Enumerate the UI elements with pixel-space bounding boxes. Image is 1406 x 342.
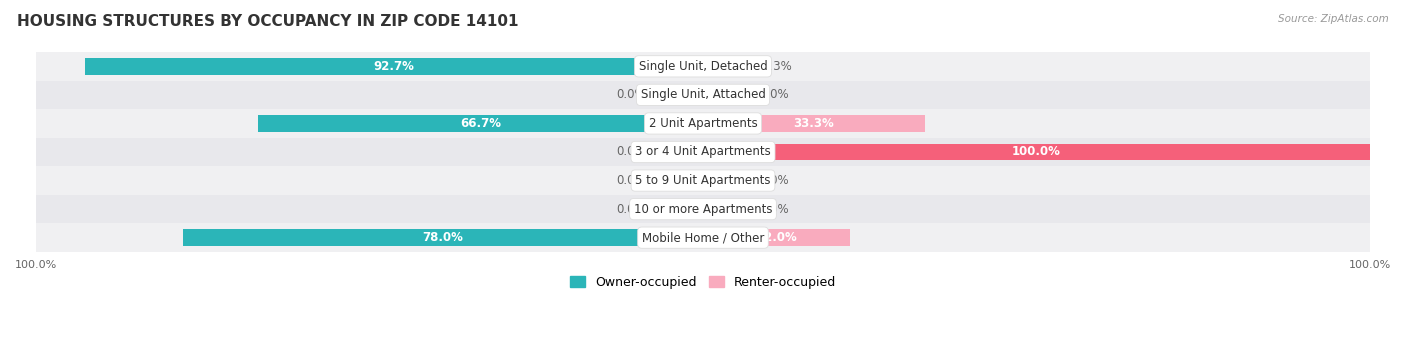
Bar (657, 172, 703, 189)
Text: 0.0%: 0.0% (759, 202, 789, 215)
Text: 2 Unit Apartments: 2 Unit Apartments (648, 117, 758, 130)
Text: 0.0%: 0.0% (617, 145, 647, 158)
Bar (37, 223, 1369, 252)
Text: 3 or 4 Unit Apartments: 3 or 4 Unit Apartments (636, 145, 770, 158)
Bar (37, 166, 1369, 195)
Text: Single Unit, Attached: Single Unit, Attached (641, 88, 765, 101)
Text: Single Unit, Detached: Single Unit, Detached (638, 60, 768, 73)
Bar (703, 229, 849, 246)
Bar (259, 115, 703, 132)
Bar (703, 144, 1369, 160)
Text: 0.0%: 0.0% (617, 88, 647, 101)
Bar (703, 115, 925, 132)
Bar (183, 229, 703, 246)
Text: 33.3%: 33.3% (793, 117, 834, 130)
Bar (37, 81, 1369, 109)
Bar (703, 172, 749, 189)
Text: 0.0%: 0.0% (617, 174, 647, 187)
Bar (657, 144, 703, 160)
Text: 10 or more Apartments: 10 or more Apartments (634, 202, 772, 215)
Legend: Owner-occupied, Renter-occupied: Owner-occupied, Renter-occupied (565, 271, 841, 294)
Text: 7.3%: 7.3% (762, 60, 792, 73)
Bar (37, 109, 1369, 138)
Text: HOUSING STRUCTURES BY OCCUPANCY IN ZIP CODE 14101: HOUSING STRUCTURES BY OCCUPANCY IN ZIP C… (17, 14, 519, 29)
Text: 0.0%: 0.0% (617, 202, 647, 215)
Bar (657, 201, 703, 218)
Text: 66.7%: 66.7% (460, 117, 501, 130)
Text: 78.0%: 78.0% (422, 231, 464, 244)
Text: 0.0%: 0.0% (759, 88, 789, 101)
Bar (37, 138, 1369, 166)
Bar (84, 58, 703, 75)
Text: 22.0%: 22.0% (756, 231, 797, 244)
Bar (657, 87, 703, 103)
Bar (703, 201, 749, 218)
Bar (703, 58, 752, 75)
Bar (703, 87, 749, 103)
Text: Source: ZipAtlas.com: Source: ZipAtlas.com (1278, 14, 1389, 24)
Bar (37, 195, 1369, 223)
Text: 0.0%: 0.0% (759, 174, 789, 187)
Text: 92.7%: 92.7% (374, 60, 415, 73)
Text: 100.0%: 100.0% (1012, 145, 1062, 158)
Text: Mobile Home / Other: Mobile Home / Other (641, 231, 765, 244)
Text: 5 to 9 Unit Apartments: 5 to 9 Unit Apartments (636, 174, 770, 187)
Bar (37, 52, 1369, 81)
